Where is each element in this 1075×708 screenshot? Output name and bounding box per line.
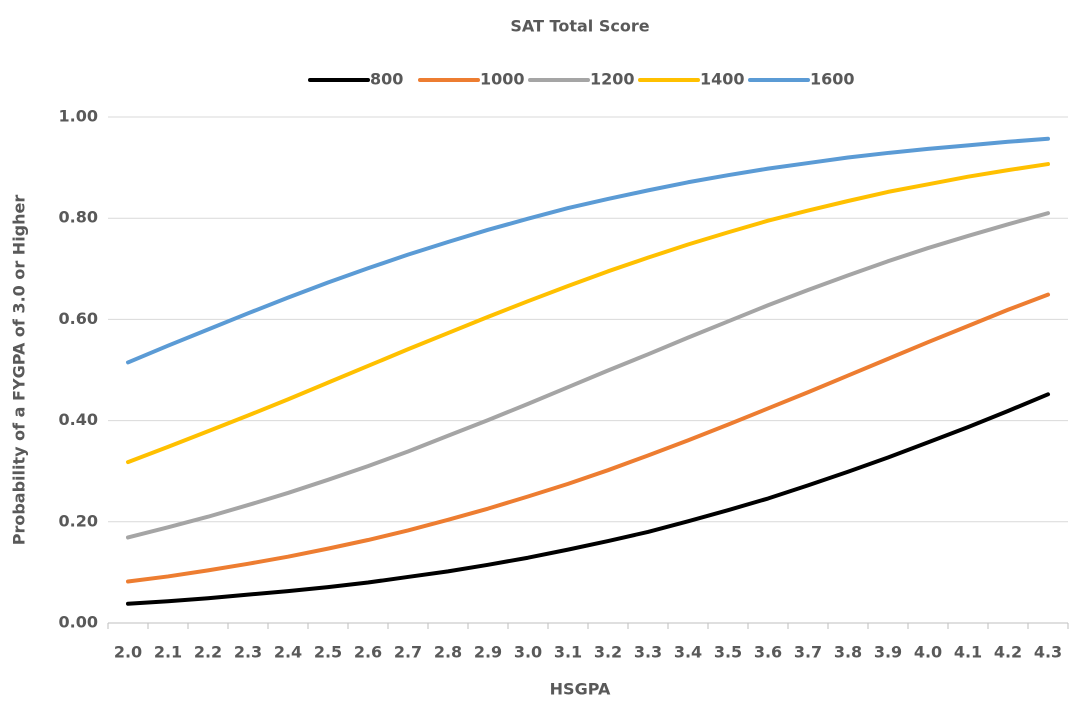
legend-label: 1600 (810, 70, 855, 89)
x-tick-label: 3.6 (754, 643, 782, 662)
x-tick-label: 2.6 (354, 643, 382, 662)
x-tick-label: 4.1 (954, 643, 982, 662)
series-line (126, 392, 1050, 606)
y-tick-label: 1.00 (59, 107, 98, 126)
legend-label: 800 (370, 70, 403, 89)
x-tick-label: 3.3 (634, 643, 662, 662)
x-tick-label: 3.4 (674, 643, 702, 662)
x-tick-label: 2.0 (114, 643, 142, 662)
x-tick-label: 2.2 (194, 643, 222, 662)
y-tick-label: 0.80 (59, 208, 98, 227)
x-tick-label: 4.2 (994, 643, 1022, 662)
x-tick-label: 3.5 (714, 643, 742, 662)
x-tick-label: 2.8 (434, 643, 462, 662)
x-tick-label: 4.0 (914, 643, 942, 662)
x-tick-label: 3.9 (874, 643, 902, 662)
x-tick-label: 3.7 (794, 643, 822, 662)
x-tick-label: 3.1 (554, 643, 582, 662)
x-tick-label: 3.0 (514, 643, 542, 662)
legend-label: 1400 (700, 70, 745, 89)
y-tick-label: 0.40 (59, 410, 98, 429)
series-line (126, 292, 1050, 584)
x-tick-label: 4.3 (1034, 643, 1062, 662)
x-tick-label: 2.7 (394, 643, 422, 662)
x-axis-title: HSGPA (550, 680, 611, 699)
y-axis-title: Probability of a FYGPA of 3.0 or Higher (10, 195, 29, 546)
x-tick-label: 2.1 (154, 643, 182, 662)
x-tick-label: 2.5 (314, 643, 342, 662)
x-tick-label: 3.2 (594, 643, 622, 662)
legend-label: 1000 (480, 70, 525, 89)
x-tick-label: 3.8 (834, 643, 862, 662)
series-line (126, 136, 1050, 365)
chart-title: SAT Total Score (510, 17, 649, 36)
y-tick-label: 0.00 (59, 613, 98, 632)
legend-label: 1200 (590, 70, 635, 89)
x-tick-label: 2.9 (474, 643, 502, 662)
series-line (126, 211, 1050, 540)
y-tick-label: 0.60 (59, 309, 98, 328)
x-tick-label: 2.4 (274, 643, 302, 662)
series-line (126, 162, 1050, 465)
y-tick-label: 0.20 (59, 511, 98, 530)
x-tick-label: 2.3 (234, 643, 262, 662)
